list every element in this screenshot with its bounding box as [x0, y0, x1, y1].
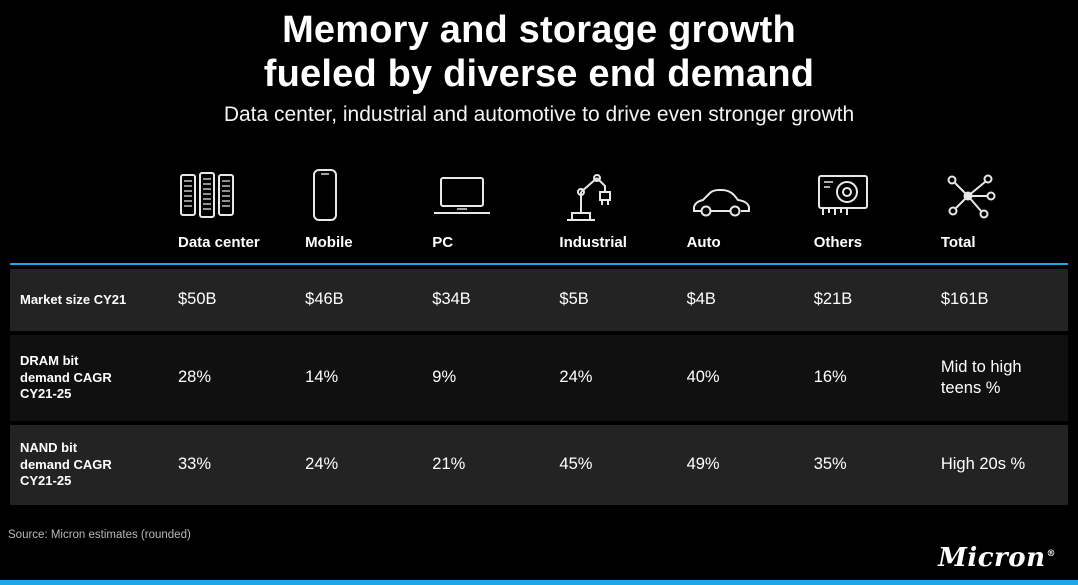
row-label: Market size CY21 [20, 291, 127, 307]
mobile-icon [305, 158, 432, 222]
table-cell: High 20s % [940, 455, 1026, 474]
column-label: Industrial [559, 234, 627, 251]
table-cell: $34B [432, 290, 471, 309]
column-label: Auto [686, 234, 721, 251]
title-line-1: Memory and storage growth [282, 9, 796, 51]
column-header-auto: Auto [687, 158, 814, 251]
table-cell: 40% [686, 368, 720, 387]
table-cell: Mid to high teens % [940, 357, 1022, 397]
table-cell: 45% [559, 455, 593, 474]
total-icon [941, 158, 1068, 222]
table-cell: 24% [305, 455, 339, 474]
auto-icon [687, 158, 814, 222]
column-label: Mobile [305, 234, 353, 251]
pc-icon [432, 158, 559, 222]
table-cell: 49% [686, 455, 720, 474]
data-table: Data center Mobile [10, 158, 1068, 505]
table-cell: $46B [305, 290, 344, 309]
column-header-others: Others [814, 158, 941, 251]
industrial-icon [559, 158, 686, 222]
micron-logo-text: Micron [938, 543, 1046, 573]
column-label: Total [940, 234, 976, 251]
table-row-nand-cagr: NAND bit demand CAGR CY21-25 33% 24% 21%… [10, 425, 1068, 505]
accent-divider [10, 263, 1068, 265]
table-row-dram-cagr: DRAM bit demand CAGR CY21-25 28% 14% 9% … [10, 335, 1068, 421]
column-header-industrial: Industrial [559, 158, 686, 251]
column-header-data-center: Data center [178, 158, 305, 251]
title-line-2: fueled by diverse end demand [263, 53, 815, 96]
column-header-mobile: Mobile [305, 158, 432, 251]
table-cell: $5B [559, 290, 589, 309]
row-label: NAND bit demand CAGR CY21-25 [20, 439, 112, 489]
table-cell: 14% [305, 368, 339, 387]
table-row-market-size: Market size CY21 $50B $46B $34B $5B $4B … [10, 269, 1068, 331]
table-cell: 24% [559, 368, 593, 387]
table-cell: 33% [178, 455, 212, 474]
others-icon [814, 158, 941, 222]
bottom-accent-bar [0, 580, 1078, 585]
table-cell: $4B [686, 290, 716, 309]
table-cell: 28% [178, 368, 212, 387]
data-center-icon [178, 158, 305, 222]
table-cell: 16% [813, 368, 847, 387]
page-title: Memory and storage growth fueled by dive… [0, 0, 1078, 96]
subtitle: Data center, industrial and automotive t… [223, 103, 855, 127]
column-label: Others [813, 234, 863, 251]
table-cell: $21B [813, 290, 853, 309]
table-header-row: Data center Mobile [10, 158, 1068, 251]
micron-logo: Micron® [938, 543, 1056, 573]
table-cell: 35% [813, 455, 847, 474]
table-cell: 21% [432, 455, 466, 474]
column-header-total: Total [941, 158, 1068, 251]
registered-mark: ® [1046, 549, 1056, 560]
table-cell: $161B [940, 290, 989, 309]
header-spacer [10, 158, 178, 251]
column-header-pc: PC [432, 158, 559, 251]
column-label: PC [432, 234, 454, 251]
row-label: DRAM bit demand CAGR CY21-25 [20, 352, 112, 402]
column-label: Data center [178, 234, 260, 251]
table-cell: $50B [178, 290, 217, 309]
table-cell: 9% [432, 368, 457, 387]
source-note: Source: Micron estimates (rounded) [8, 529, 191, 541]
